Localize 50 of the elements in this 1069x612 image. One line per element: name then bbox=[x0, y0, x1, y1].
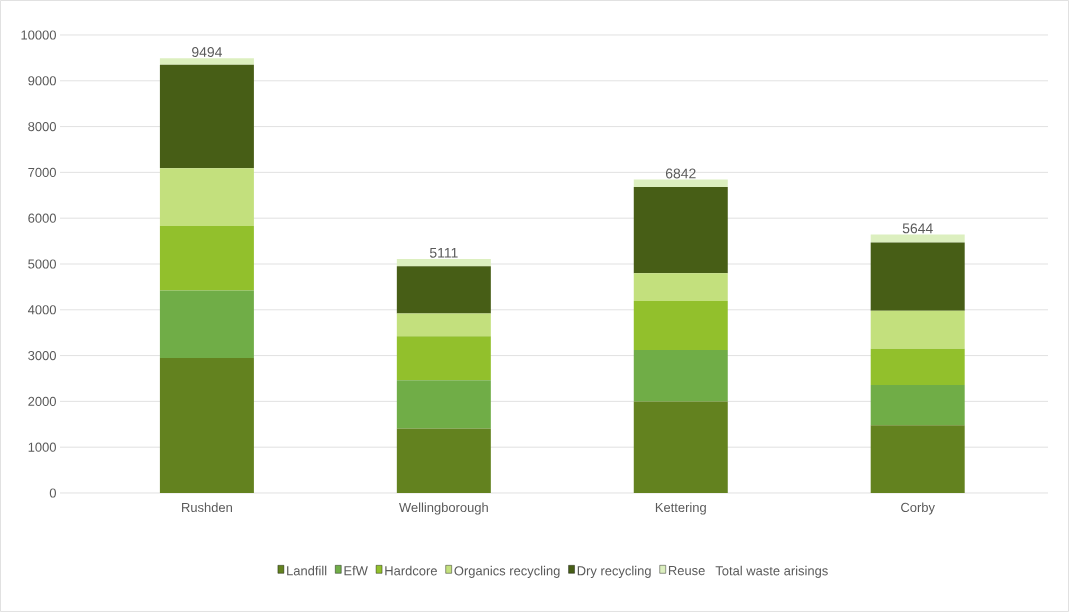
x-tick-label: Wellingborough bbox=[399, 502, 488, 515]
bar bbox=[870, 425, 965, 493]
bar bbox=[633, 401, 728, 493]
y-tick-label: 8000 bbox=[28, 122, 56, 132]
y-tick-label: 2000 bbox=[28, 396, 56, 406]
legend-label: Hardcore bbox=[385, 565, 437, 576]
total-label: 5644 bbox=[902, 223, 933, 234]
bar bbox=[396, 266, 491, 314]
bar bbox=[159, 290, 254, 358]
bar bbox=[870, 234, 965, 243]
y-tick-label: 4000 bbox=[27, 305, 56, 315]
y-tick-label: 0 bbox=[49, 488, 56, 498]
bar bbox=[870, 310, 965, 349]
bar bbox=[633, 350, 728, 402]
bar bbox=[870, 348, 965, 385]
bar bbox=[159, 357, 254, 493]
total-label: 5111 bbox=[429, 247, 458, 258]
text: Total waste arisings bbox=[715, 565, 828, 578]
y-tick-label: 1000 bbox=[28, 442, 56, 452]
y-tick-label: 9000 bbox=[28, 76, 56, 86]
bar bbox=[870, 384, 965, 426]
x-tick-label: Corby bbox=[901, 502, 935, 515]
bar bbox=[870, 242, 965, 311]
y-tick-label: 10000 bbox=[21, 30, 56, 40]
bar bbox=[633, 187, 728, 274]
bar bbox=[396, 428, 491, 493]
legend-label: Landfill bbox=[287, 565, 327, 576]
bar bbox=[633, 179, 728, 188]
legend-label: Reuse bbox=[668, 566, 705, 576]
x-tick-label: Rushden bbox=[182, 502, 232, 513]
bar bbox=[159, 225, 254, 291]
legend-label: EfW bbox=[344, 565, 368, 576]
y-tick-label: 3000 bbox=[28, 351, 56, 361]
bar bbox=[396, 313, 491, 337]
y-tick-label: 6000 bbox=[28, 213, 56, 223]
x-tick-label: Kettering bbox=[655, 502, 706, 515]
bar bbox=[159, 58, 254, 65]
legend-label: Organics recycling bbox=[454, 565, 560, 578]
bar bbox=[396, 336, 491, 381]
total-label: 9494 bbox=[192, 47, 222, 57]
y-tick-label: 7000 bbox=[28, 167, 56, 177]
legend-label: Dry recycling bbox=[577, 565, 651, 578]
bar bbox=[633, 273, 728, 302]
total-label: 6842 bbox=[665, 168, 696, 179]
bar bbox=[396, 258, 491, 267]
y-tick-label: 5000 bbox=[28, 259, 56, 269]
bar bbox=[633, 301, 728, 351]
bar bbox=[159, 64, 254, 169]
bar bbox=[396, 380, 491, 429]
bar bbox=[159, 168, 254, 226]
